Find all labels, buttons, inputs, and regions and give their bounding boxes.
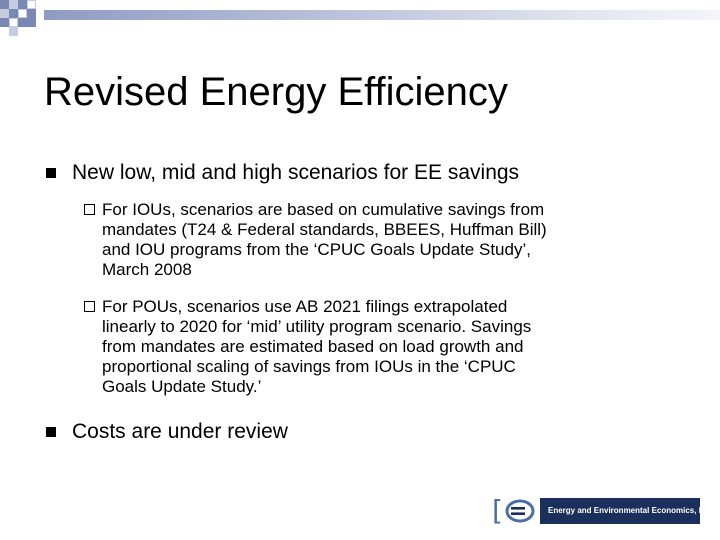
decor-square <box>9 27 18 36</box>
sub-bullet-item: For POUs, scenarios use AB 2021 filings … <box>84 297 644 397</box>
sub-bullet-line: For IOUs, scenarios are based on cumulat… <box>102 200 545 219</box>
sub-bullet-line: linearly to 2020 for ‘mid’ utility progr… <box>102 317 532 336</box>
sub-bullet-line: from mandates are estimated based on loa… <box>102 337 524 356</box>
logo-name-box: Energy and Environmental Economics, Inc. <box>540 498 712 524</box>
logo-company-name: Energy and Environmental Economics, Inc. <box>548 506 713 515</box>
decor-square <box>27 9 36 18</box>
sub-bullet-line: For POUs, scenarios use AB 2021 filings … <box>102 297 508 316</box>
decor-square <box>18 18 27 27</box>
decor-square <box>9 18 18 27</box>
header-gradient-bar <box>44 10 720 20</box>
square-bullet-icon <box>46 168 56 178</box>
decor-square <box>9 0 18 9</box>
sub-bullet-line: Goals Update Study.’ <box>102 377 262 396</box>
sub-bullet-line: March 2008 <box>102 260 192 279</box>
bullet-text: New low, mid and high scenarios for EE s… <box>72 161 520 184</box>
sub-bullet-line: mandates (T24 & Federal standards, BBEES… <box>102 220 547 239</box>
decor-square <box>27 18 36 27</box>
company-logo: [ Energy and Environmental Economics, In… <box>492 494 712 527</box>
sub-bullet-line: proportional scaling of savings from IOU… <box>102 357 516 376</box>
header-decoration <box>0 0 720 40</box>
decor-square <box>0 0 9 9</box>
decor-square <box>18 9 27 18</box>
decor-square <box>0 9 9 18</box>
decor-square <box>27 0 36 9</box>
decor-square <box>0 18 9 27</box>
bullet-item: Costs are under review <box>46 419 686 445</box>
bullet-item: New low, mid and high scenarios for EE s… <box>46 160 686 186</box>
decor-square <box>18 0 27 9</box>
hollow-square-bullet-icon <box>84 301 95 312</box>
square-bullet-icon <box>46 427 56 437</box>
sub-bullet-line: and IOU programs from the ‘CPUC Goals Up… <box>102 240 531 259</box>
bullet-text: Costs are under review <box>72 420 288 443</box>
hollow-square-bullet-icon <box>84 204 95 215</box>
decor-square <box>9 9 18 18</box>
logo-left-bracket: [ <box>492 494 503 527</box>
slide-title: Revised Energy Efficiency <box>44 70 508 114</box>
logo-emblem-icon <box>505 499 535 523</box>
sub-bullet-item: For IOUs, scenarios are based on cumulat… <box>84 200 644 280</box>
